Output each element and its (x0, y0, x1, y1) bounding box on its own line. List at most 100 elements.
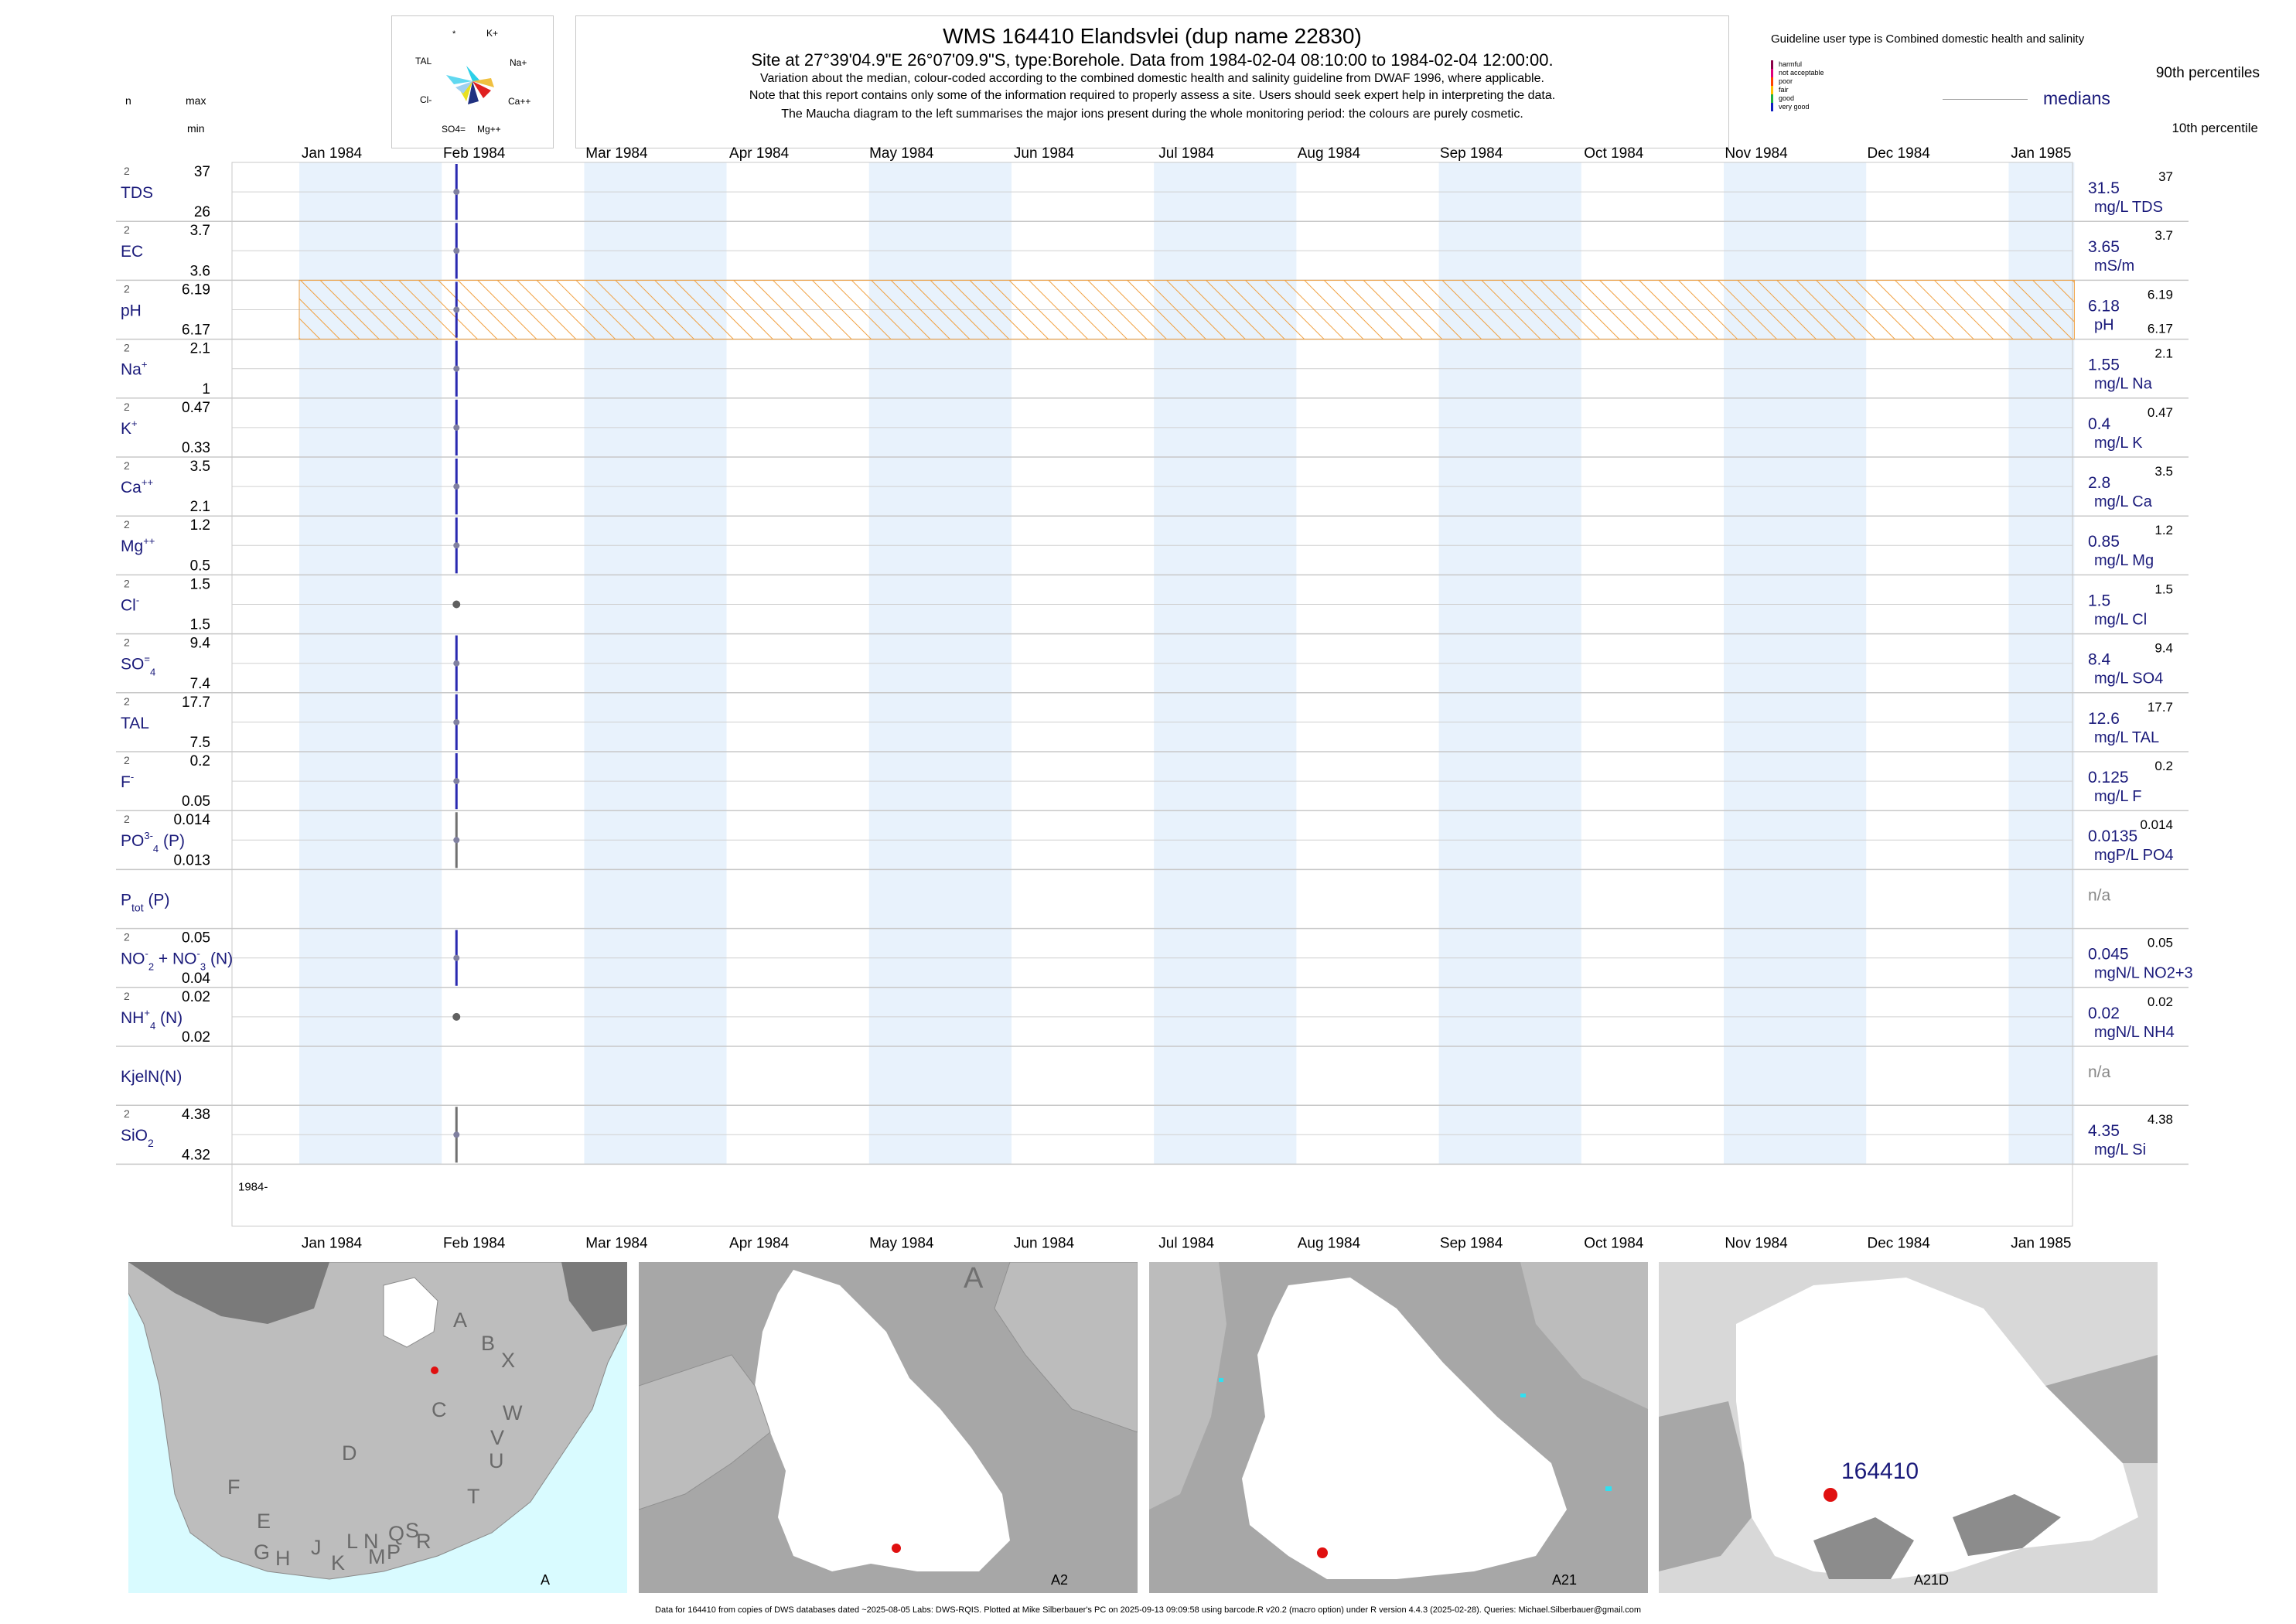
parameter-row-9: 2 17.7 7.5 TAL 12.6mg/L TAL 17.7 (116, 694, 2189, 752)
drainage-region-letter: F (227, 1476, 241, 1499)
note-maucha: The Maucha diagram to the left summarise… (781, 107, 1523, 121)
month-label-top: Oct 1984 (1584, 145, 1644, 162)
max-value: 0.014 (173, 812, 210, 828)
month-label-top: Jan 1984 (302, 145, 363, 162)
data-point (453, 718, 460, 725)
month-axis: Jan 1984 Jan 1984 Feb 1984 Feb 1984 Mar 1984… (238, 145, 2071, 1251)
drainage-region-letter: S (405, 1519, 420, 1542)
median-value: 0.02 (2088, 1005, 2120, 1022)
max-value: 0.2 (190, 753, 210, 769)
month-label-bottom: Jan 1984 (302, 1235, 363, 1251)
drainage-region-letter: N (363, 1530, 379, 1553)
maucha-segment-mg (468, 81, 479, 104)
sample-count: 2 (124, 518, 130, 531)
legend-median-line (1943, 99, 2028, 100)
sample-count: 2 (124, 459, 130, 472)
month-label-bottom: Mar 1984 (585, 1235, 648, 1251)
guideline-class-swatch (1771, 60, 1773, 69)
guideline-class-label: fair (1779, 86, 1789, 94)
data-point (453, 954, 460, 961)
site-subtitle: Site at 27°39'04.9"E 26°07'09.9"S, type:… (751, 50, 1554, 70)
min-value: 0.04 (182, 971, 210, 987)
sample-count: 2 (124, 754, 130, 766)
unit-label: mS/m (2094, 258, 2134, 275)
guideline-class-swatch (1771, 103, 1773, 111)
guideline-class-swatch (1771, 69, 1773, 77)
maucha-segment-k (466, 66, 483, 84)
maucha-label-ca: Ca++ (508, 96, 531, 107)
drainage-region-letter: U (489, 1449, 504, 1472)
min-value: 3.6 (190, 263, 210, 279)
parameter-row-0: 2 37 26 TDS 31.5 mg/L TDS 37 (116, 164, 2189, 222)
site-dot-a21 (1317, 1547, 1328, 1558)
footer-credits: Data for 164410 from copies of DWS datab… (655, 1605, 1641, 1615)
max-value: 0.05 (182, 930, 210, 947)
median-value: 6.18 (2088, 297, 2120, 315)
maucha-label-star: * (452, 29, 456, 39)
drainage-region-letter: V (490, 1426, 505, 1449)
unit-label: mg/L Si (2094, 1141, 2146, 1158)
sample-count: 2 (124, 282, 130, 295)
unit-label: mg/L SO4 (2094, 670, 2163, 687)
max-value: 2.1 (190, 341, 210, 357)
min-value: 7.4 (190, 676, 211, 692)
month-label-bottom: Sep 1984 (1440, 1235, 1503, 1251)
maucha-label-mg: Mg++ (477, 124, 501, 135)
sample-count: 2 (124, 165, 130, 177)
site-dot-local (1823, 1488, 1837, 1502)
month-label-top: Jun 1984 (1014, 145, 1075, 162)
right-max-value: 0.02 (2148, 995, 2173, 1009)
drainage-region-letter: B (481, 1332, 496, 1355)
median-value: 0.0135 (2088, 827, 2137, 845)
min-value: 0.02 (182, 1029, 210, 1046)
drainage-region-letter: L (346, 1530, 359, 1553)
data-point (452, 1012, 461, 1021)
right-min-value: 6.17 (2148, 322, 2173, 336)
parameter-name: TDS (121, 184, 153, 202)
median-value: 0.045 (2088, 946, 2129, 964)
max-value: 17.7 (182, 694, 210, 711)
data-point (453, 660, 460, 667)
max-value: 6.19 (182, 281, 210, 298)
median-value: 1.55 (2088, 357, 2120, 374)
right-max-value: 0.2 (2154, 759, 2173, 773)
median-value: 8.4 (2088, 651, 2111, 669)
parameter-name: pH (121, 302, 142, 319)
unit-label: mgN/L NO2+3 (2094, 965, 2193, 982)
month-label-bottom: Feb 1984 (443, 1235, 506, 1251)
plot-frame (231, 162, 2073, 1227)
maucha-segment-na (473, 78, 494, 87)
drainage-region-letter: E (257, 1510, 271, 1533)
parameter-rows: 2 37 26 TDS 31.5 mg/L TDS 37 2 3.7 3.6 EC 3.65 mS/m 3… (116, 164, 2193, 1165)
min-value: 0.33 (182, 440, 210, 456)
map-caption: A2 (1050, 1572, 1068, 1588)
parameter-name: Na+ (121, 359, 147, 379)
median-value: 0.125 (2088, 769, 2129, 786)
data-point (453, 542, 460, 549)
parameter-name: Ca++ (121, 476, 153, 496)
guideline-class-label: not acceptable (1779, 69, 1824, 77)
median-value: 12.6 (2088, 710, 2120, 728)
median-value: 2.8 (2088, 474, 2110, 492)
max-value: 37 (194, 164, 210, 180)
sample-count: 2 (124, 813, 130, 825)
month-label-bottom: Nov 1984 (1725, 1235, 1788, 1251)
right-max-value: 0.05 (2148, 936, 2173, 950)
drainage-region-letter: H (275, 1547, 291, 1570)
data-point (453, 306, 460, 313)
guideline-hatch (299, 279, 2075, 340)
title-box: WMS 164410 Elandsvlei (dup name 22830) S… (575, 15, 1729, 148)
min-value: 6.17 (182, 322, 210, 339)
unit-label: mg/L TDS (2094, 199, 2163, 216)
right-max-value: 0.014 (2140, 817, 2173, 832)
right-max-value: 1.2 (2154, 523, 2173, 537)
max-value: 0.02 (182, 989, 210, 1005)
min-value: 4.32 (182, 1147, 210, 1163)
sample-count: 2 (124, 223, 130, 236)
parameter-row-7: 2 1.5 1.5 Cl- 1.5 mg/L Cl 1.5 (116, 576, 2189, 635)
header-min: min (187, 122, 205, 135)
maucha-segment-so4 (460, 81, 473, 101)
month-label-top: Apr 1984 (729, 145, 790, 162)
